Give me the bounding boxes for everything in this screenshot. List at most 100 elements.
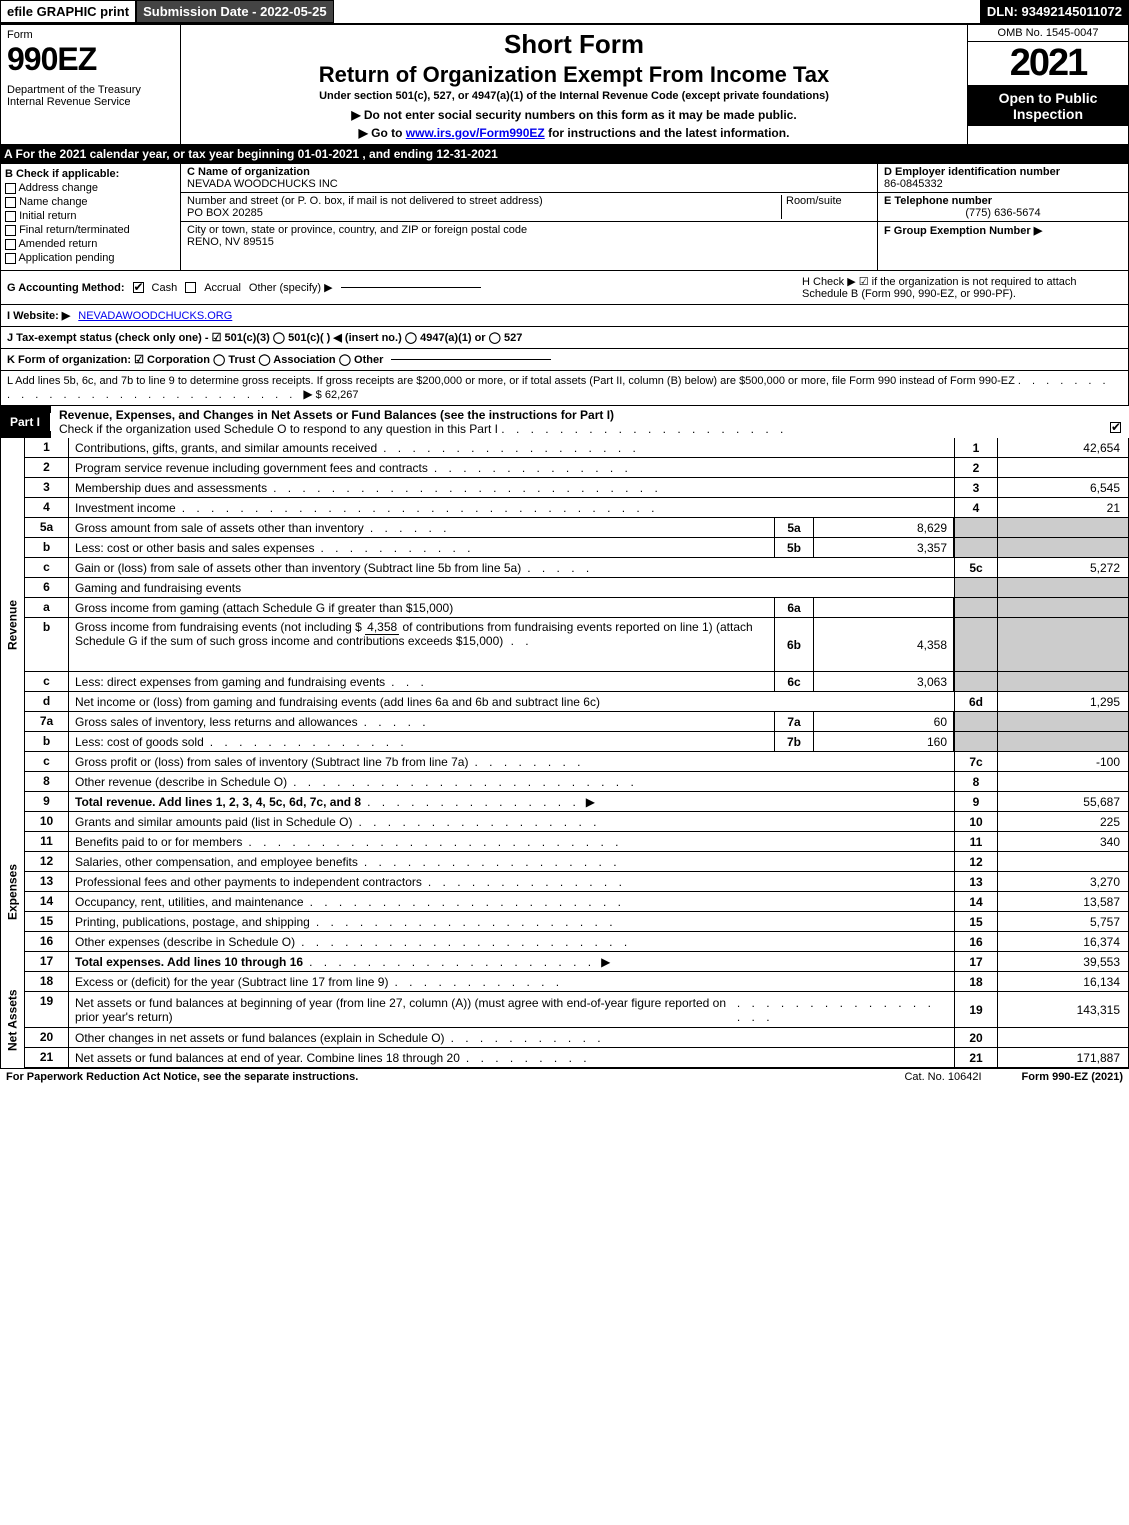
open-to-public: Open to Public Inspection	[968, 86, 1128, 126]
F-label: F Group Exemption Number ▶	[884, 225, 1042, 237]
L-amount: $ 62,267	[316, 389, 359, 401]
H-text: H Check ▶ ☑ if the organization is not r…	[802, 275, 1122, 300]
row-K: K Form of organization: ☑ Corporation ◯ …	[0, 349, 1129, 371]
other-specify-input[interactable]	[341, 287, 481, 288]
goto-line: ▶ Go to www.irs.gov/Form990EZ for instru…	[185, 126, 963, 140]
line-21: 21Net assets or fund balances at end of …	[24, 1048, 1129, 1068]
line-6d: dNet income or (loss) from gaming and fu…	[24, 692, 1129, 712]
org-name: NEVADA WOODCHUCKS INC	[187, 178, 338, 190]
line-18: 18Excess or (deficit) for the year (Subt…	[24, 972, 1129, 992]
line-7a: 7aGross sales of inventory, less returns…	[24, 712, 1129, 732]
chk-address-change[interactable]: Address change	[5, 182, 176, 194]
F-row: F Group Exemption Number ▶	[878, 222, 1128, 239]
netassets-section: Net Assets 18Excess or (deficit) for the…	[0, 972, 1129, 1068]
ein: 86-0845332	[884, 178, 943, 190]
line-7c: cGross profit or (loss) from sales of in…	[24, 752, 1129, 772]
dept-treasury: Department of the Treasury Internal Reve…	[7, 84, 174, 108]
D-label: D Employer identification number	[884, 166, 1060, 178]
street-val: PO BOX 20285	[187, 207, 263, 219]
under-section: Under section 501(c), 527, or 4947(a)(1)…	[185, 90, 963, 102]
line-6a: aGross income from gaming (attach Schedu…	[24, 598, 1129, 618]
row-I: I Website: ▶ NEVADAWOODCHUCKS.ORG	[0, 305, 1129, 327]
line-2: 2Program service revenue including gover…	[24, 458, 1129, 478]
header-mid: Short Form Return of Organization Exempt…	[181, 25, 968, 144]
omb-number: OMB No. 1545-0047	[968, 25, 1128, 42]
return-title: Return of Organization Exempt From Incom…	[185, 62, 963, 88]
header-left: Form 990EZ Department of the Treasury In…	[1, 25, 181, 144]
line-5c: cGain or (loss) from sale of assets othe…	[24, 558, 1129, 578]
city-val: RENO, NV 89515	[187, 236, 274, 248]
col-DEF: D Employer identification number 86-0845…	[878, 164, 1128, 270]
C-city-row: City or town, state or province, country…	[181, 222, 877, 250]
expenses-section: Expenses 10Grants and similar amounts pa…	[0, 812, 1129, 972]
L-arrow: ▶	[303, 387, 312, 401]
dln: DLN: 93492145011072	[980, 0, 1129, 23]
top-bar: efile GRAPHIC print Submission Date - 20…	[0, 0, 1129, 24]
K-text: K Form of organization: ☑ Corporation ◯ …	[7, 353, 383, 366]
line-1: 1Contributions, gifts, grants, and simil…	[24, 438, 1129, 458]
line-19: 19Net assets or fund balances at beginni…	[24, 992, 1129, 1028]
G-label: G Accounting Method:	[7, 282, 125, 294]
line-5b: bLess: cost or other basis and sales exp…	[24, 538, 1129, 558]
partI-schedO-check[interactable]	[1110, 422, 1121, 433]
line-11: 11Benefits paid to or for members . . . …	[24, 832, 1129, 852]
form-number: 990EZ	[7, 41, 174, 78]
line-12: 12Salaries, other compensation, and empl…	[24, 852, 1129, 872]
line-6b: bGross income from fundraising events (n…	[24, 618, 1129, 672]
col-C: C Name of organization NEVADA WOODCHUCKS…	[181, 164, 878, 270]
goto-post: for instructions and the latest informat…	[545, 126, 790, 140]
footer-right: Form 990-EZ (2021)	[1022, 1071, 1123, 1083]
part-I-title: Revenue, Expenses, and Changes in Net As…	[51, 406, 1129, 438]
chk-accrual[interactable]	[185, 282, 196, 293]
chk-name-change[interactable]: Name change	[5, 196, 176, 208]
short-form-title: Short Form	[185, 29, 963, 60]
line-9: 9Total revenue. Add lines 1, 2, 3, 4, 5c…	[24, 792, 1129, 812]
row-G-H: G Accounting Method: Cash Accrual Other …	[0, 271, 1129, 305]
chk-amended-return[interactable]: Amended return	[5, 238, 176, 250]
phone: (775) 636-5674	[884, 207, 1122, 219]
E-row: E Telephone number (775) 636-5674	[878, 193, 1128, 222]
line-10: 10Grants and similar amounts paid (list …	[24, 812, 1129, 832]
expenses-tab: Expenses	[0, 812, 24, 972]
line-14: 14Occupancy, rent, utilities, and mainte…	[24, 892, 1129, 912]
D-row: D Employer identification number 86-0845…	[878, 164, 1128, 193]
B-title: B Check if applicable:	[5, 168, 176, 180]
I-label: I Website: ▶	[7, 309, 70, 322]
line-A: A For the 2021 calendar year, or tax yea…	[0, 145, 1129, 163]
goto-link[interactable]: www.irs.gov/Form990EZ	[406, 126, 545, 140]
line-4: 4Investment income . . . . . . . . . . .…	[24, 498, 1129, 518]
line-17: 17Total expenses. Add lines 10 through 1…	[24, 952, 1129, 972]
other-org-input[interactable]	[391, 359, 551, 360]
line-6b-inline-amt: 4,358	[365, 620, 399, 635]
line-6: 6Gaming and fundraising events	[24, 578, 1129, 598]
footer-left: For Paperwork Reduction Act Notice, see …	[6, 1071, 358, 1083]
E-label: E Telephone number	[884, 195, 992, 207]
C-name-row: C Name of organization NEVADA WOODCHUCKS…	[181, 164, 877, 193]
chk-cash[interactable]	[133, 282, 144, 293]
col-B: B Check if applicable: Address change Na…	[1, 164, 181, 270]
line-16: 16Other expenses (describe in Schedule O…	[24, 932, 1129, 952]
website-link[interactable]: NEVADAWOODCHUCKS.ORG	[78, 310, 232, 322]
page-footer: For Paperwork Reduction Act Notice, see …	[0, 1068, 1129, 1085]
chk-final-return[interactable]: Final return/terminated	[5, 224, 176, 236]
revenue-tab: Revenue	[0, 438, 24, 812]
J-text: J Tax-exempt status (check only one) - ☑…	[7, 331, 522, 344]
part-I-tag: Part I	[0, 413, 51, 431]
goto-pre: ▶ Go to	[359, 126, 406, 140]
section-BCDEF: B Check if applicable: Address change Na…	[0, 163, 1129, 271]
footer-mid: Cat. No. 10642I	[904, 1071, 981, 1083]
do-not-enter: ▶ Do not enter social security numbers o…	[185, 108, 963, 122]
line-20: 20Other changes in net assets or fund ba…	[24, 1028, 1129, 1048]
form-header: Form 990EZ Department of the Treasury In…	[0, 24, 1129, 145]
line-6c: cLess: direct expenses from gaming and f…	[24, 672, 1129, 692]
submission-date: Submission Date - 2022-05-25	[136, 0, 334, 23]
netassets-tab: Net Assets	[0, 972, 24, 1068]
chk-application-pending[interactable]: Application pending	[5, 252, 176, 264]
line-13: 13Professional fees and other payments t…	[24, 872, 1129, 892]
line-7b: bLess: cost of goods sold . . . . . . . …	[24, 732, 1129, 752]
row-J: J Tax-exempt status (check only one) - ☑…	[0, 327, 1129, 349]
line-15: 15Printing, publications, postage, and s…	[24, 912, 1129, 932]
C-label: C Name of organization	[187, 166, 310, 178]
street-label: Number and street (or P. O. box, if mail…	[187, 195, 543, 207]
chk-initial-return[interactable]: Initial return	[5, 210, 176, 222]
